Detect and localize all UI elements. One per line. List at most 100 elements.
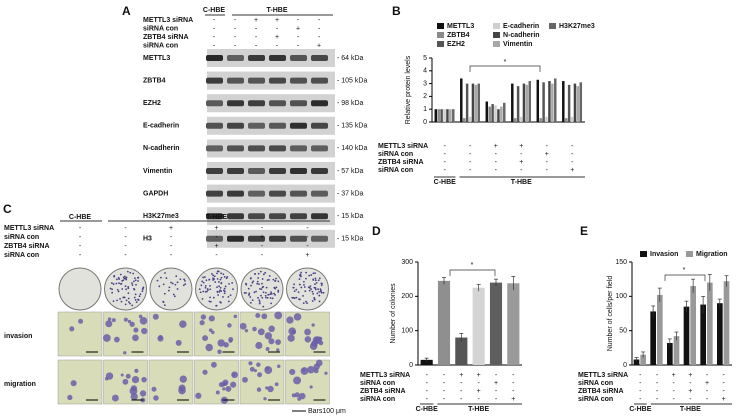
condition-sign: +	[260, 234, 264, 241]
blot-band	[311, 235, 328, 242]
cell	[252, 326, 257, 332]
condition-sign: -	[722, 380, 725, 387]
blot-band	[290, 168, 307, 174]
colony	[245, 291, 247, 294]
colony	[220, 272, 223, 275]
group-label: C-HBE	[629, 406, 651, 413]
group-label: T-HBE	[680, 406, 701, 413]
colony	[164, 272, 166, 274]
panel-label: B	[392, 4, 401, 18]
cell	[131, 375, 140, 384]
condition-sign: -	[213, 25, 216, 32]
blot-band	[206, 100, 223, 107]
colony	[305, 300, 307, 303]
colony	[109, 287, 112, 290]
cell	[218, 381, 225, 388]
cell	[107, 317, 112, 321]
panel-label: E	[580, 224, 588, 238]
bar	[449, 109, 452, 122]
condition-sign: -	[495, 372, 498, 379]
condition-sign: +	[317, 42, 321, 49]
colony	[293, 283, 296, 286]
colony	[201, 297, 204, 300]
condition-sign: -	[656, 396, 659, 403]
cell	[211, 330, 215, 335]
cell	[111, 394, 119, 402]
colony	[258, 283, 260, 286]
colony	[317, 288, 319, 291]
condition-sign: -	[425, 380, 428, 387]
colony	[200, 284, 203, 287]
colony	[262, 305, 265, 308]
cell	[133, 327, 139, 333]
colony	[116, 299, 118, 302]
condition-sign: -	[443, 388, 446, 395]
blot-band	[269, 55, 286, 61]
colony	[201, 280, 204, 283]
y-tick-label: 200	[401, 293, 413, 300]
micrograph	[57, 311, 103, 357]
legend-label: Vimentin	[503, 41, 532, 48]
colony	[261, 278, 264, 280]
colony	[262, 273, 265, 276]
condition-sign: -	[656, 388, 659, 395]
condition-label: ZBTB4 siRNA	[378, 159, 424, 166]
y-tick-label: 150	[615, 259, 627, 266]
colony	[302, 280, 305, 283]
legend-label: EZH2	[447, 41, 465, 48]
condition-sign: -	[170, 243, 173, 250]
condition-sign: -	[276, 25, 279, 32]
colony	[227, 300, 230, 303]
legend-label: Invasion	[650, 251, 678, 258]
colony	[133, 296, 136, 299]
colony	[314, 272, 316, 274]
legend-swatch	[493, 23, 500, 29]
cell	[195, 392, 202, 399]
colony	[316, 292, 319, 295]
bar	[507, 283, 520, 365]
colony	[309, 285, 312, 288]
blot-band	[227, 122, 244, 129]
condition-sign: -	[460, 380, 463, 387]
cell	[179, 320, 187, 328]
colony	[277, 291, 280, 293]
colony	[220, 276, 223, 279]
blot-band	[248, 100, 265, 107]
colony	[274, 293, 277, 296]
protein-label: EZH2	[143, 100, 161, 107]
colony	[292, 296, 295, 299]
bar	[513, 118, 517, 122]
y-tick-label: 100	[401, 328, 413, 335]
legend-swatch	[437, 32, 444, 38]
colony	[202, 276, 205, 279]
cell	[230, 381, 237, 388]
colony	[249, 296, 252, 298]
cell	[257, 372, 263, 378]
colony	[231, 281, 234, 284]
colony	[297, 291, 300, 294]
condition-sign: +	[275, 34, 279, 41]
colony	[219, 301, 221, 303]
bar	[570, 116, 574, 122]
condition-sign: -	[443, 380, 446, 387]
cell	[179, 375, 187, 383]
condition-sign: -	[444, 143, 447, 150]
condition-sign: -	[79, 243, 82, 250]
colony	[131, 284, 134, 286]
colony	[158, 285, 161, 288]
condition-sign: -	[520, 167, 523, 174]
colony	[298, 283, 301, 286]
bar	[576, 86, 580, 122]
colony	[133, 277, 136, 280]
bar	[446, 109, 449, 122]
blot-band	[290, 122, 307, 129]
bar	[667, 343, 673, 365]
colony	[248, 292, 251, 295]
blot-band	[311, 190, 328, 197]
legend-label: Migration	[696, 251, 728, 258]
cell	[78, 318, 84, 324]
blot-band	[227, 100, 244, 107]
bar	[440, 109, 443, 122]
colony	[295, 288, 298, 291]
condition-sign: +	[214, 243, 218, 250]
